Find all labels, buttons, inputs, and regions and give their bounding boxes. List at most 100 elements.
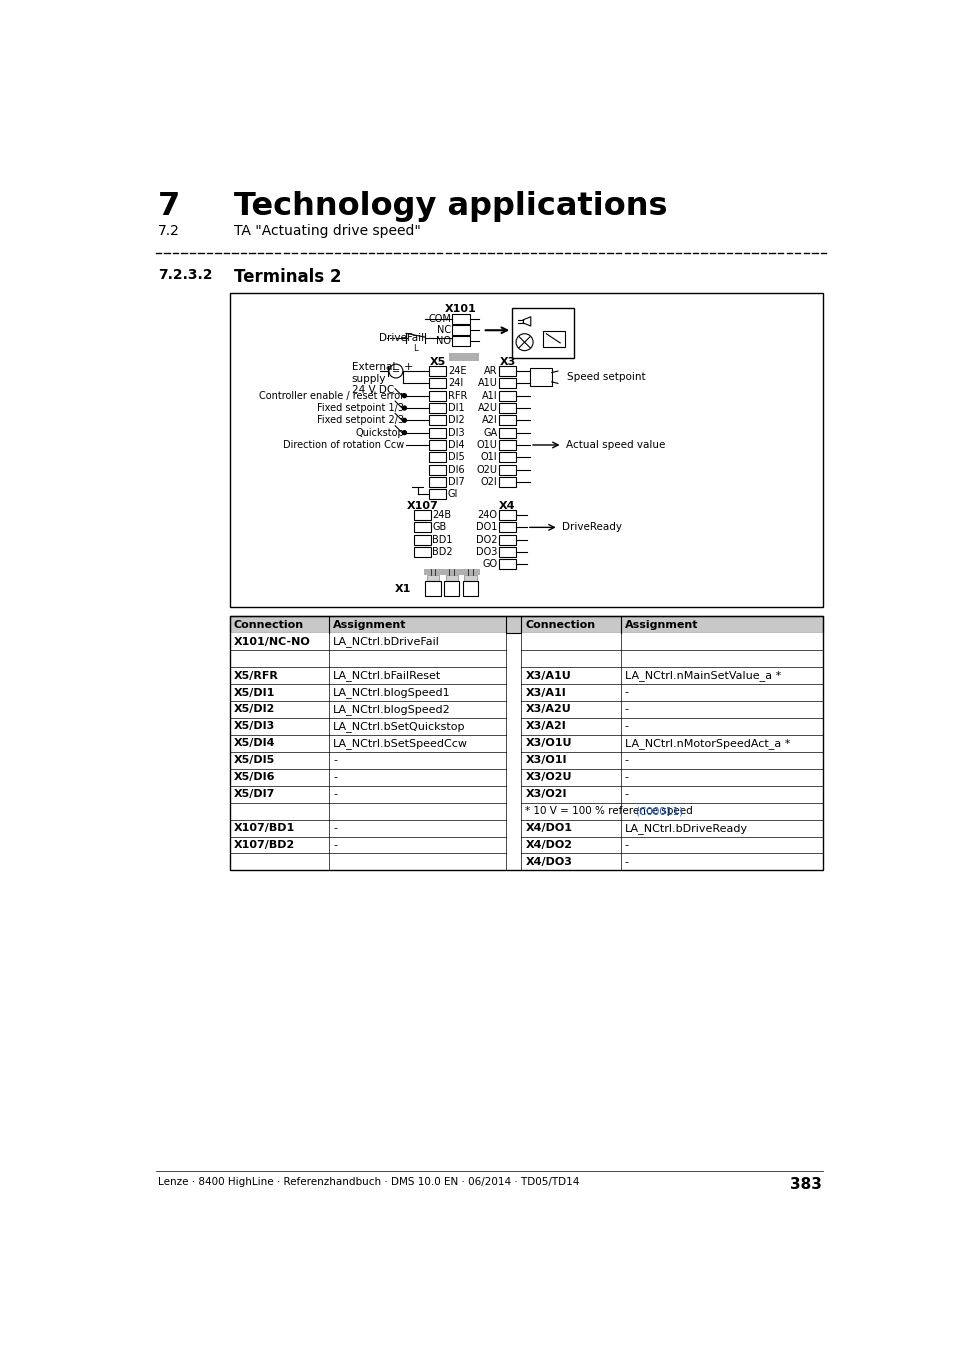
Text: Speed setpoint: Speed setpoint bbox=[567, 373, 645, 382]
Text: X5/DI3: X5/DI3 bbox=[233, 721, 274, 732]
Text: Assignment: Assignment bbox=[624, 620, 698, 629]
Text: Technology applications: Technology applications bbox=[233, 192, 667, 223]
Bar bbox=[230, 701, 505, 718]
Bar bbox=[498, 378, 516, 389]
Bar bbox=[498, 477, 516, 487]
Bar bbox=[521, 701, 822, 718]
Bar bbox=[521, 853, 822, 871]
Bar bbox=[445, 575, 457, 580]
Text: DI4: DI4 bbox=[447, 440, 464, 450]
Bar bbox=[498, 452, 516, 462]
Text: LA_NCtrl.bSetQuickstop: LA_NCtrl.bSetQuickstop bbox=[333, 721, 465, 732]
Bar bbox=[521, 734, 822, 752]
Bar bbox=[498, 510, 516, 520]
Bar bbox=[429, 390, 446, 401]
Text: -: - bbox=[333, 824, 336, 833]
Text: X5/DI2: X5/DI2 bbox=[233, 705, 275, 714]
Text: Controller enable / reset error: Controller enable / reset error bbox=[259, 390, 404, 401]
Text: DriveFail: DriveFail bbox=[378, 333, 423, 343]
Text: LA_NCtrl.nMainSetValue_a *: LA_NCtrl.nMainSetValue_a * bbox=[624, 670, 780, 680]
Bar bbox=[498, 416, 516, 425]
Bar bbox=[230, 667, 505, 684]
Bar bbox=[498, 428, 516, 437]
Text: +: + bbox=[403, 362, 413, 373]
Text: A1U: A1U bbox=[477, 378, 497, 389]
Bar bbox=[530, 369, 551, 386]
Text: X5/DI4: X5/DI4 bbox=[233, 738, 275, 748]
Bar bbox=[230, 803, 505, 819]
Text: X4/DO2: X4/DO2 bbox=[525, 840, 572, 850]
Bar bbox=[452, 336, 469, 346]
Text: -: - bbox=[333, 772, 336, 782]
Bar bbox=[414, 510, 431, 520]
Bar bbox=[462, 580, 477, 597]
Bar bbox=[452, 315, 469, 324]
Bar bbox=[429, 404, 446, 413]
Bar bbox=[230, 293, 822, 608]
Text: X3/O1U: X3/O1U bbox=[525, 738, 571, 748]
Bar bbox=[429, 440, 446, 450]
Bar bbox=[425, 580, 440, 597]
Bar bbox=[230, 768, 505, 786]
Bar bbox=[498, 559, 516, 570]
Bar bbox=[429, 366, 446, 377]
Text: 7.2.3.2: 7.2.3.2 bbox=[158, 269, 213, 282]
Text: X4/DO1: X4/DO1 bbox=[525, 824, 572, 833]
Bar bbox=[521, 752, 822, 768]
Text: A1I: A1I bbox=[481, 390, 497, 401]
Bar bbox=[429, 428, 446, 437]
Text: 24 V DC: 24 V DC bbox=[352, 385, 394, 396]
Bar bbox=[521, 803, 822, 819]
Text: X3/A2I: X3/A2I bbox=[525, 721, 565, 732]
Text: O1U: O1U bbox=[476, 440, 497, 450]
Bar bbox=[521, 651, 822, 667]
Bar bbox=[230, 617, 822, 871]
Text: X5/DI7: X5/DI7 bbox=[233, 790, 275, 799]
Bar bbox=[498, 440, 516, 450]
Text: O1I: O1I bbox=[480, 452, 497, 462]
Bar bbox=[230, 837, 505, 853]
Text: LA_NCtrl.bDriveFail: LA_NCtrl.bDriveFail bbox=[333, 636, 439, 647]
Text: Terminals 2: Terminals 2 bbox=[233, 269, 341, 286]
Bar bbox=[542, 331, 564, 347]
Text: Connection: Connection bbox=[525, 620, 595, 629]
Text: O2I: O2I bbox=[480, 477, 497, 487]
Text: -: - bbox=[333, 790, 336, 799]
Text: -: - bbox=[624, 721, 628, 732]
Text: X3/A1U: X3/A1U bbox=[525, 671, 571, 680]
Text: Direction of rotation Ccw: Direction of rotation Ccw bbox=[283, 440, 404, 450]
Text: Connection: Connection bbox=[233, 620, 304, 629]
Bar bbox=[429, 378, 446, 389]
Text: DO3: DO3 bbox=[476, 547, 497, 558]
Text: X3/O1I: X3/O1I bbox=[525, 755, 566, 765]
Text: Actual speed value: Actual speed value bbox=[565, 440, 664, 450]
Bar bbox=[230, 633, 505, 651]
Text: 24O: 24O bbox=[476, 510, 497, 520]
Text: A2U: A2U bbox=[476, 404, 497, 413]
Text: -: - bbox=[624, 790, 628, 799]
Bar bbox=[427, 575, 439, 580]
Text: AR: AR bbox=[483, 366, 497, 377]
Text: X5: X5 bbox=[429, 356, 445, 367]
Bar bbox=[521, 786, 822, 803]
Bar bbox=[521, 718, 822, 734]
Text: LA_NCtrl.blogSpeed2: LA_NCtrl.blogSpeed2 bbox=[333, 703, 451, 716]
Text: -: - bbox=[624, 705, 628, 714]
Text: L: L bbox=[413, 344, 417, 354]
Text: X1: X1 bbox=[395, 583, 411, 594]
Bar bbox=[230, 617, 822, 633]
Text: DO1: DO1 bbox=[476, 522, 497, 532]
Bar bbox=[230, 718, 505, 734]
Text: RFR: RFR bbox=[447, 390, 467, 401]
Text: -: - bbox=[624, 772, 628, 782]
Text: -: - bbox=[624, 840, 628, 850]
Bar bbox=[414, 535, 431, 544]
Bar bbox=[452, 325, 469, 335]
Text: DI5: DI5 bbox=[447, 452, 464, 462]
Text: TA "Actuating drive speed": TA "Actuating drive speed" bbox=[233, 224, 420, 238]
Text: X107: X107 bbox=[406, 501, 437, 510]
Text: NC: NC bbox=[436, 325, 451, 335]
Bar bbox=[230, 853, 505, 871]
Text: X4/DO3: X4/DO3 bbox=[525, 857, 572, 867]
Text: DO2: DO2 bbox=[476, 535, 497, 544]
